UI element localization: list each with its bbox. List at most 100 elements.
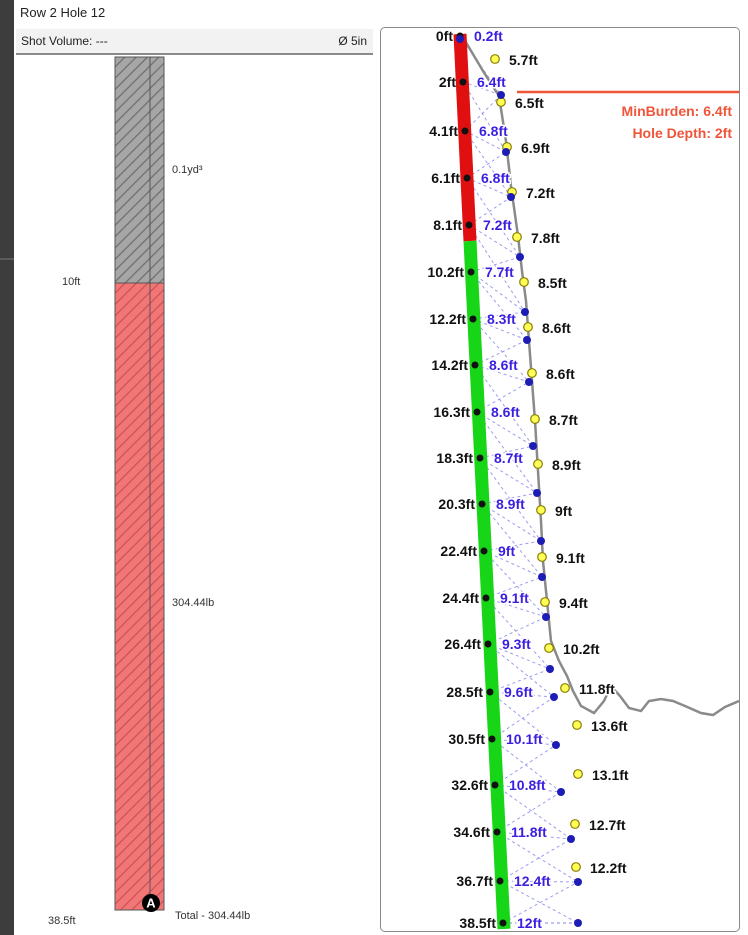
hole-depth-point[interactable]	[499, 919, 507, 927]
burden-point[interactable]	[529, 442, 537, 450]
hole-depth-point[interactable]	[463, 174, 471, 182]
face-point[interactable]	[537, 552, 547, 562]
hole-depth-point[interactable]	[476, 454, 484, 462]
hole-depth-point[interactable]	[484, 640, 492, 648]
face-distance-label: 10.2ft	[563, 641, 600, 657]
burden-point[interactable]	[502, 148, 510, 156]
face-distance-label: 7.2ft	[526, 185, 555, 201]
depth-label: 34.6ft	[453, 824, 490, 840]
burden-point[interactable]	[507, 193, 515, 201]
depth-label: 26.4ft	[444, 636, 481, 652]
burden-line	[462, 81, 507, 153]
hole-depth-point[interactable]	[471, 361, 479, 369]
burden-point[interactable]	[497, 91, 505, 99]
burden-point[interactable]	[567, 835, 575, 843]
burden-line	[470, 271, 526, 313]
depth-label: 4.1ft	[429, 123, 458, 139]
burden-line	[476, 411, 534, 447]
face-point[interactable]	[530, 414, 540, 424]
burden-point[interactable]	[550, 693, 558, 701]
burden-point[interactable]	[537, 537, 545, 545]
face-point[interactable]	[533, 459, 543, 469]
face-point[interactable]	[523, 322, 533, 332]
burden-point[interactable]	[516, 253, 524, 261]
hole-depth-point[interactable]	[486, 688, 494, 696]
face-point[interactable]	[512, 232, 522, 242]
hole-depth-alert-label: Hole Depth: 2ft	[632, 125, 732, 141]
face-distance-label: 11.8ft	[579, 681, 615, 697]
shot-info-bar: Shot Volume: --- Ø 5in	[16, 29, 373, 55]
burden-point[interactable]	[533, 489, 541, 497]
burden-line	[476, 411, 538, 494]
burden-label: 10.1ft	[506, 731, 543, 747]
burden-point[interactable]	[456, 35, 464, 43]
burden-point[interactable]	[546, 665, 554, 673]
face-point[interactable]	[527, 368, 537, 378]
burden-point[interactable]	[542, 613, 550, 621]
burden-label: 8.6ft	[491, 404, 520, 420]
depth-label-10ft: 10ft	[62, 276, 81, 288]
face-distance-label: 9.1ft	[556, 550, 585, 566]
burden-line	[468, 224, 521, 258]
primer-marker[interactable]	[142, 894, 160, 912]
face-distance-label: 13.6ft	[591, 718, 628, 734]
burden-line	[474, 339, 528, 366]
hole-depth-point[interactable]	[465, 221, 473, 229]
burden-point[interactable]	[557, 788, 565, 796]
face-point[interactable]	[560, 683, 570, 693]
panel-divider	[0, 258, 14, 260]
hole-depth-point[interactable]	[467, 268, 475, 276]
hole-depth-point[interactable]	[461, 127, 469, 135]
face-point[interactable]	[571, 862, 581, 872]
face-distance-label: 9.4ft	[559, 595, 588, 611]
hole-depth-point[interactable]	[478, 500, 486, 508]
depth-label: 36.7ft	[456, 873, 493, 889]
burden-point[interactable]	[525, 378, 533, 386]
burden-point[interactable]	[538, 573, 546, 581]
face-point[interactable]	[490, 54, 500, 64]
face-distance-label: 8.5ft	[538, 275, 567, 291]
hole-depth-point[interactable]	[469, 315, 477, 323]
burden-label: 8.7ft	[494, 450, 523, 466]
burden-line	[487, 643, 551, 670]
depth-label: 28.5ft	[446, 684, 483, 700]
burden-label: 6.4ft	[477, 74, 506, 90]
face-distance-label: 6.9ft	[521, 140, 550, 156]
burden-point[interactable]	[523, 336, 531, 344]
burden-line	[464, 130, 507, 153]
burden-label: 8.6ft	[489, 357, 518, 373]
face-point[interactable]	[570, 819, 580, 829]
burden-point[interactable]	[574, 878, 582, 886]
burden-label: 8.9ft	[496, 496, 525, 512]
depth-label: 0ft	[436, 28, 453, 44]
face-point[interactable]	[536, 505, 546, 515]
burden-label: 6.8ft	[479, 123, 508, 139]
face-distance-label: 12.2ft	[590, 860, 627, 876]
stemming-section[interactable]	[114, 56, 165, 284]
burden-point[interactable]	[521, 308, 529, 316]
hole-depth-point[interactable]	[482, 594, 490, 602]
burden-line	[464, 130, 512, 198]
burden-line	[468, 224, 526, 313]
burden-line	[491, 696, 555, 740]
explosive-charge-section[interactable]	[114, 282, 165, 911]
burden-line	[472, 318, 530, 383]
depth-label: 8.1ft	[433, 217, 462, 233]
face-point[interactable]	[519, 277, 529, 287]
face-point[interactable]	[544, 643, 554, 653]
burden-point[interactable]	[574, 919, 582, 927]
hole-depth-point[interactable]	[473, 408, 481, 416]
hole-depth-point[interactable]	[480, 547, 488, 555]
burden-line	[487, 616, 547, 645]
face-point[interactable]	[573, 769, 583, 779]
hole-depth-point[interactable]	[488, 735, 496, 743]
hole-depth-point[interactable]	[496, 877, 504, 885]
hole-depth-point[interactable]	[491, 781, 499, 789]
depth-label: 12.2ft	[429, 311, 466, 327]
face-point[interactable]	[572, 720, 582, 730]
hole-depth-point[interactable]	[459, 78, 467, 86]
burden-label: 9.6ft	[504, 684, 533, 700]
burden-point[interactable]	[552, 741, 560, 749]
face-point[interactable]	[540, 597, 550, 607]
hole-depth-point[interactable]	[493, 828, 501, 836]
